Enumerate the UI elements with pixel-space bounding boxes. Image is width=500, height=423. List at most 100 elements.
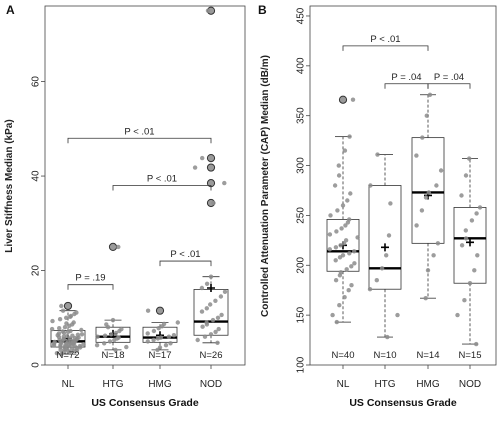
- panel-b-data-point: [420, 135, 425, 140]
- panel-b-data-point: [423, 195, 429, 200]
- panel-b-data-point: [330, 312, 335, 318]
- panel-a-group-count: N=17: [149, 350, 172, 361]
- panel-b-data-point: [426, 190, 431, 195]
- bracket-p-value: P < .01: [170, 249, 200, 260]
- panel-b-data-point: [350, 97, 356, 102]
- panel-a-data-point: [204, 320, 209, 325]
- panel-b-plot-frame: [309, 5, 497, 366]
- panel-a-data-point: [199, 309, 205, 314]
- panel-b-data-point: [386, 233, 392, 238]
- panel-b-box-htg: [368, 154, 402, 338]
- panel-b-data-point: [346, 288, 351, 293]
- panel-b-data-point: [343, 238, 349, 243]
- bracket-line: [427, 83, 471, 89]
- panel-b-data-point: [332, 183, 338, 188]
- bracket-p-value: P < .01: [124, 126, 154, 137]
- panel-b-group-count: N=15: [459, 350, 482, 361]
- panel-b-y-tick-label: 300: [296, 157, 307, 174]
- panel-b-data-point: [463, 236, 469, 241]
- panel-a-data-point: [109, 332, 114, 337]
- panel-a-data-point: [202, 334, 208, 339]
- bracket-line: [384, 83, 429, 89]
- bracket-p-value: P < .01: [147, 174, 177, 185]
- bracket-line: [159, 260, 212, 267]
- panel-b-data-point: [333, 258, 338, 263]
- panel-b-data-point: [467, 281, 473, 286]
- panel-b-data-point: [459, 243, 465, 248]
- panel-a-significance-bracket: P < .01: [159, 249, 212, 267]
- panel-a-data-point: [208, 332, 214, 337]
- panel-a-data-point: [161, 321, 167, 327]
- panel-a-data-point: [213, 298, 218, 303]
- panel-b-data-point: [455, 312, 460, 318]
- panel-a-group-count: N=72: [57, 350, 80, 361]
- panel-b-group-count: N=10: [374, 350, 397, 361]
- outlier-point: [206, 154, 216, 163]
- panel-a-data-point: [163, 343, 169, 348]
- bracket-line: [112, 185, 212, 191]
- panel-a-data-point: [199, 285, 205, 291]
- panel-b-data-point: [342, 295, 347, 300]
- panel-a-data-point: [219, 312, 224, 318]
- panel-b-data-point: [327, 247, 332, 252]
- panel-b-data-point: [374, 278, 379, 283]
- panel-b-x-tick-label: HTG: [374, 379, 395, 390]
- panel-b-data-point: [352, 249, 357, 254]
- panel-a-data-point: [57, 326, 62, 331]
- mean-marker: [207, 284, 215, 293]
- panel-b-data-point: [355, 235, 360, 240]
- iqr-box: [326, 219, 360, 272]
- panel-b-data-point: [434, 183, 439, 188]
- panel-b-data-point: [435, 241, 441, 246]
- panel-b: B 100 150 200 250 300 350 400 450 NL HTG HMG NOD P…: [258, 3, 497, 409]
- panel-a-data-point: [113, 347, 118, 353]
- panel-b-y-tick-label: 250: [296, 207, 307, 224]
- panel-a-letter: A: [6, 3, 15, 17]
- panel-b-y-tick-label: 100: [296, 356, 307, 373]
- panel-b-data-point: [414, 153, 419, 158]
- panel-a-data-point: [192, 165, 198, 170]
- panel-b-data-point: [424, 113, 429, 118]
- bracket-line: [342, 45, 429, 51]
- panel-a-data-point: [110, 317, 116, 323]
- panel-a-data-point: [200, 155, 205, 161]
- panel-b-data-point: [343, 223, 348, 228]
- panel-a-data-point: [213, 329, 218, 335]
- panel-a-data-point: [216, 326, 221, 332]
- panel-a-data-point: [195, 337, 200, 343]
- panel-a-data-point: [79, 332, 85, 337]
- panel-b-data-point: [379, 266, 385, 271]
- bracket-p-value: P = .19: [75, 273, 105, 284]
- panel-a-data-point: [145, 308, 151, 313]
- panel-b-boxes: [326, 94, 487, 345]
- panel-b-y-label: Controlled Attenuation Parameter (CAP) M…: [260, 55, 271, 317]
- panel-a-data-point: [57, 317, 63, 322]
- panel-b-data-point: [328, 213, 333, 218]
- panel-a-data-point: [104, 322, 109, 327]
- panel-a-data-point: [145, 339, 150, 344]
- panel-b-data-point: [340, 203, 346, 208]
- panel-a-data-point: [102, 341, 107, 346]
- panel-b-data-point: [438, 168, 444, 173]
- panel-b-letter: B: [258, 3, 267, 17]
- panel-b-data-point: [333, 245, 339, 250]
- panel-a-data-point: [151, 328, 157, 334]
- iqr-box: [368, 185, 402, 290]
- panel-a-data-point: [211, 200, 216, 206]
- panel-b-y-tick-label: 200: [296, 256, 307, 273]
- outlier-point: [338, 95, 348, 104]
- panel-b-data-point: [334, 319, 339, 325]
- panel-a-data-point: [119, 326, 124, 332]
- panel-a-x-label: US Consensus Grade: [91, 397, 199, 409]
- panel-a-counts: N=72 N=18 N=17 N=26: [57, 350, 223, 361]
- panel-b-x-tick-label: HMG: [416, 379, 440, 390]
- panel-a-data-point: [65, 348, 71, 353]
- panel-a-data-point: [68, 314, 73, 319]
- panel-a-x-tick-label: NOD: [200, 379, 222, 390]
- panel-a-data-point: [71, 341, 76, 346]
- panel-a-data-point: [75, 332, 81, 337]
- panel-a-data-point: [200, 324, 205, 329]
- panel-a-y-tick-label: 60: [31, 76, 42, 88]
- panel-b-data-point: [342, 148, 348, 153]
- panel-a-data-point: [175, 320, 180, 325]
